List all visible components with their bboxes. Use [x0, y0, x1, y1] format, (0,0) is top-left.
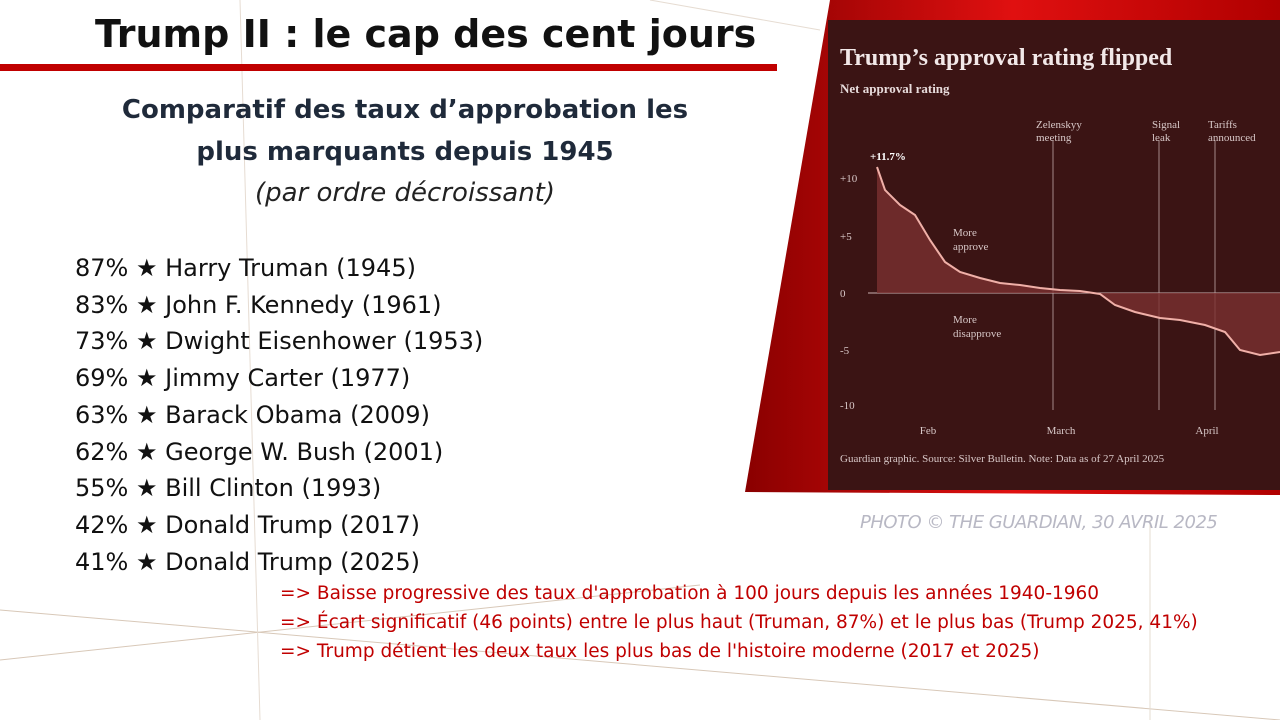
subtitle-note: (par ordre décroissant): [254, 178, 556, 208]
y-label: -10: [840, 400, 855, 412]
note-line: => Trump détient les deux taux les plus …: [280, 641, 1040, 662]
event-label: Tariffs: [1208, 119, 1237, 131]
x-label: March: [1047, 425, 1076, 437]
list-item: 42% ★ Donald Trump (2017): [75, 510, 420, 539]
x-label: April: [1195, 425, 1218, 437]
disapprove-label: More: [953, 314, 977, 326]
photo-title: Trump’s approval rating flipped: [840, 45, 1173, 71]
subtitle-line: plus marquants depuis 1945: [196, 137, 614, 167]
y-label: -5: [840, 345, 850, 357]
list-item: 83% ★ John F. Kennedy (1961): [75, 290, 442, 319]
disapprove-label: disapprove: [953, 328, 1001, 340]
photo-subtitle: Net approval rating: [840, 81, 950, 96]
event-label: announced: [1208, 132, 1256, 144]
list-item: 73% ★ Dwight Eisenhower (1953): [75, 327, 484, 356]
note-line: => Baisse progressive des taux d'approba…: [280, 583, 1100, 604]
event-label: leak: [1152, 132, 1171, 144]
list-item: 62% ★ George W. Bush (2001): [75, 437, 444, 466]
y-label: 0: [840, 288, 846, 300]
photo-credit: PHOTO © THE GUARDIAN, 30 AVRIL 2025: [860, 512, 1218, 533]
list-item: 41% ★ Donald Trump (2025): [75, 547, 420, 576]
photo-source: Guardian graphic. Source: Silver Bulleti…: [840, 453, 1165, 465]
list-item: 63% ★ Barack Obama (2009): [75, 400, 430, 429]
event-label: Signal: [1152, 119, 1180, 131]
approve-label: More: [953, 227, 977, 239]
y-label: +5: [840, 231, 852, 243]
subtitle-line: Comparatif des taux d’approbation les: [121, 95, 689, 125]
title-rule: [0, 64, 777, 71]
approve-label: approve: [953, 241, 989, 253]
event-label: meeting: [1036, 132, 1072, 144]
slide-title: Trump II : le cap des cent jours: [95, 12, 757, 56]
note-line: => Écart significatif (46 points) entre …: [280, 612, 1198, 633]
y-label: +10: [840, 173, 858, 185]
peak-label: +11.7%: [870, 151, 906, 163]
guardian-photo: Trump’s approval rating flipped Net appr…: [745, 0, 1280, 495]
list-item: 55% ★ Bill Clinton (1993): [75, 474, 382, 503]
list-item: 87% ★ Harry Truman (1945): [75, 254, 416, 282]
event-label: Zelenskyy: [1036, 119, 1082, 131]
x-label: Feb: [920, 425, 937, 437]
list-item: 69% ★ Jimmy Carter (1977): [75, 364, 411, 393]
